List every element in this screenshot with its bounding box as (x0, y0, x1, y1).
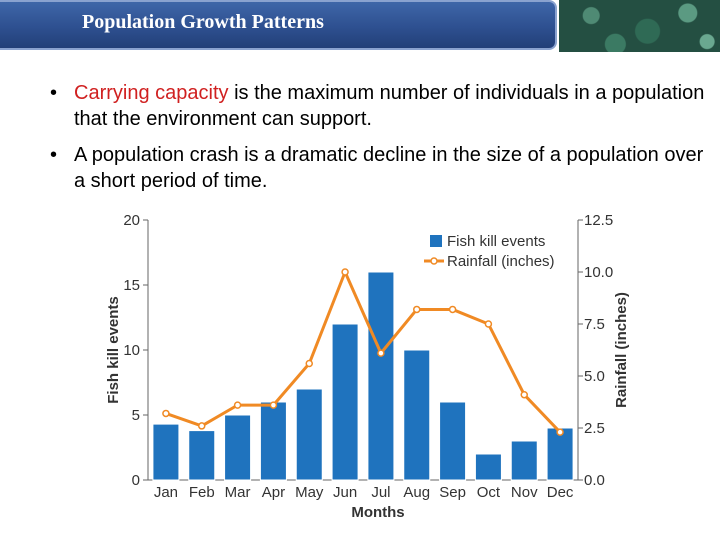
x-axis-title: Months (351, 504, 404, 521)
x-tick-label: Oct (477, 484, 501, 501)
x-tick-label: Apr (262, 484, 285, 501)
rainfall-point (484, 320, 493, 328)
bullet-dot: • (50, 82, 58, 104)
bar (331, 323, 359, 481)
bar (295, 388, 323, 481)
bullet-item: • Carrying capacity is the maximum numbe… (48, 80, 713, 132)
chart: 0 5 10 15 20 0.0 2.5 5.0 7.5 10.0 12.5 Jan Feb Mar Apr… (105, 212, 630, 521)
x-tick-label: Aug (403, 484, 430, 501)
bar (188, 430, 216, 481)
bar (403, 349, 431, 481)
rainfall-point (377, 349, 385, 357)
y-tick-label: 20 (123, 212, 140, 229)
bullet-dot: • (50, 144, 58, 166)
rainfall-line (165, 270, 562, 434)
legend-line-marker (430, 257, 438, 265)
bar (474, 453, 502, 481)
x-tick-label: Nov (511, 484, 538, 501)
rainfall-point (233, 401, 242, 409)
decorative-image (559, 0, 720, 52)
legend-bar-label: Fish kill events (447, 233, 545, 250)
rainfall-point (198, 422, 206, 430)
y2-axis-title: Rainfall (inches) (613, 292, 630, 408)
x-tick-label: Jan (154, 484, 178, 501)
bar (152, 423, 180, 481)
x-tick-label: Jun (333, 484, 357, 501)
rainfall-point (162, 409, 170, 418)
y2-tick-label: 10.0 (584, 264, 613, 281)
rainfall-point (305, 359, 313, 368)
bar (259, 401, 287, 481)
y2-tick-label: 7.5 (584, 316, 605, 333)
slide-title: Population Growth Patterns (82, 11, 324, 33)
rainfall-point (341, 268, 349, 276)
y2-tick-label: 2.5 (584, 420, 605, 437)
bar (224, 414, 252, 481)
x-tick-label: Feb (189, 484, 215, 501)
bar (510, 440, 538, 481)
rainfall-point (448, 305, 457, 314)
x-tick-label: Sep (439, 484, 466, 501)
x-tick-label: Mar (225, 484, 251, 501)
y2-tick-label: 0.0 (584, 472, 605, 489)
y2-tick-label: 5.0 (584, 368, 605, 385)
legend-line-label: Rainfall (inches) (447, 253, 555, 270)
y2-tick-label: 12.5 (584, 212, 613, 229)
highlight-term: Carrying capacity (74, 82, 229, 104)
rainfall-point (413, 305, 421, 314)
y-tick-label: 15 (123, 277, 140, 294)
bullet-list: • Carrying capacity is the maximum numbe… (48, 80, 713, 194)
y-axis-title: Fish kill events (105, 296, 122, 404)
x-tick-label: May (295, 484, 324, 501)
rainfall-point (269, 401, 278, 409)
x-tick-label: Dec (547, 484, 574, 501)
x-tick-label: Jul (371, 484, 390, 501)
y-tick-label: 5 (132, 407, 140, 424)
title-bar: Population Growth Patterns (0, 0, 557, 50)
bar (367, 271, 395, 481)
bullet-item: • A population crash is a dramatic decli… (48, 142, 713, 194)
bar (546, 427, 574, 481)
y-tick-label: 10 (123, 342, 140, 359)
rainfall-point (556, 428, 564, 436)
bullet-text: A population crash is a dramatic decline… (74, 144, 704, 192)
bar (439, 401, 467, 481)
rainfall-point (520, 390, 528, 399)
legend-bar-swatch (430, 235, 442, 247)
y-tick-label: 0 (132, 472, 140, 489)
bullet-text: is the maximum number of individuals in … (74, 82, 705, 130)
